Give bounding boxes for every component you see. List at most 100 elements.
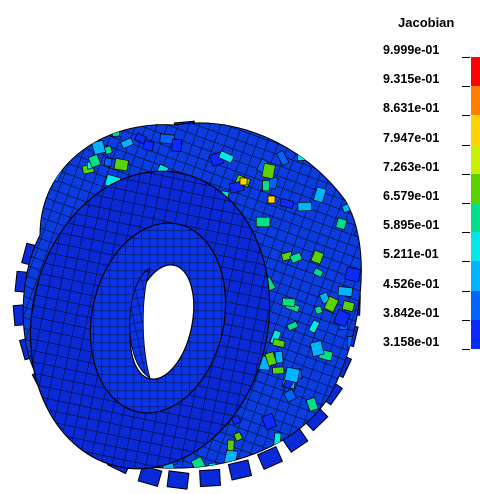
mesh-element	[264, 351, 278, 367]
mesh-element	[314, 305, 324, 315]
mesh-element	[274, 350, 284, 364]
legend-swatch	[471, 57, 480, 87]
mesh-element	[364, 331, 372, 340]
mesh-element	[307, 319, 321, 334]
mesh-element	[286, 320, 299, 332]
legend-swatch	[471, 203, 480, 233]
legend-swatch	[471, 86, 480, 116]
legend-tick	[462, 203, 470, 204]
legend-label: 5.211e-01	[383, 247, 439, 262]
legend-tick	[462, 232, 470, 234]
mesh-element	[337, 286, 354, 298]
mesh-element	[262, 180, 270, 192]
legend-label: 3.158e-01	[383, 335, 440, 349]
legend-tick	[462, 319, 470, 321]
mesh-element	[233, 431, 244, 442]
mesh-element	[120, 137, 134, 150]
legend-tick	[462, 144, 470, 146]
legend-swatch	[471, 144, 480, 175]
mesh-element	[341, 300, 356, 313]
mesh-element	[344, 266, 362, 283]
mesh-element	[358, 212, 362, 221]
tread-lug	[166, 470, 190, 490]
tread-lug	[227, 459, 253, 481]
mesh-element	[359, 155, 362, 171]
legend-tick	[462, 57, 470, 58]
mesh-element	[356, 469, 367, 481]
mesh-element	[30, 176, 42, 191]
mesh-element	[103, 157, 113, 168]
legend-label: 8.631e-01	[383, 101, 440, 116]
mesh-element	[37, 122, 54, 135]
mesh-element	[333, 460, 345, 469]
tread-lug	[199, 468, 221, 488]
mesh-element	[281, 297, 296, 308]
mesh-element	[91, 139, 107, 156]
legend-label: 5.895e-01	[383, 218, 440, 233]
legend-swatch	[471, 319, 480, 350]
mesh-element	[60, 475, 70, 490]
mesh-element	[30, 126, 40, 136]
legend-tick	[462, 261, 470, 263]
legend-label: 7.947e-01	[383, 130, 440, 145]
mesh-element	[289, 251, 303, 264]
mesh-element	[133, 132, 147, 145]
mesh-element	[335, 217, 348, 231]
legend-swatch	[471, 115, 480, 146]
tread-lug	[256, 445, 284, 471]
mesh-element	[29, 152, 40, 164]
mesh-element	[312, 186, 327, 204]
mesh-element	[294, 457, 312, 469]
mesh-element	[255, 216, 271, 228]
legend-label: 9.315e-01	[383, 72, 440, 87]
mesh-element	[309, 340, 325, 357]
mesh-element	[360, 319, 362, 331]
mesh-element	[30, 151, 45, 168]
mesh-element	[312, 267, 324, 278]
legend-tick	[462, 349, 470, 350]
legend-tick	[462, 86, 470, 88]
mesh-element	[279, 198, 295, 209]
mesh-element	[290, 125, 302, 135]
mesh-element	[355, 383, 362, 399]
legend-swatch	[471, 173, 480, 204]
mesh-element	[339, 388, 355, 399]
mesh-element	[142, 139, 155, 152]
mesh-element	[283, 388, 297, 403]
legend-label: 3.842e-01	[383, 305, 440, 320]
mesh-element	[87, 153, 102, 169]
mesh-element	[171, 138, 183, 152]
legend-tick	[462, 115, 470, 117]
legend-label: 4.526e-01	[383, 276, 440, 291]
mesh-element	[261, 412, 278, 431]
mesh-element	[113, 157, 129, 172]
mesh-element	[111, 123, 120, 137]
mesh-element	[280, 251, 294, 262]
mesh-element	[310, 249, 325, 265]
legend-swatch	[471, 261, 480, 292]
mesh-element-high	[239, 177, 248, 186]
mesh-element	[27, 139, 38, 150]
mesh-element	[323, 295, 340, 313]
mesh-element	[266, 125, 278, 135]
mesh-element	[40, 175, 53, 188]
mesh-element	[343, 454, 354, 464]
rim-bore	[129, 267, 151, 379]
mesh-element	[272, 366, 285, 375]
mesh-element	[363, 399, 378, 411]
mesh-element	[279, 470, 290, 480]
mesh-element	[329, 449, 340, 462]
mesh-element	[360, 225, 362, 235]
mesh-element	[217, 150, 235, 164]
legend-title: Jacobian	[398, 15, 455, 30]
mesh-element	[190, 456, 207, 469]
legend-label: 9.999e-01	[383, 43, 440, 57]
legend-label: 6.579e-01	[383, 189, 440, 203]
legend-label: 7.263e-01	[383, 159, 440, 174]
mesh-element-high	[267, 195, 276, 204]
mesh-element	[223, 448, 239, 465]
mesh-element	[361, 303, 362, 318]
mesh-element	[272, 338, 286, 349]
